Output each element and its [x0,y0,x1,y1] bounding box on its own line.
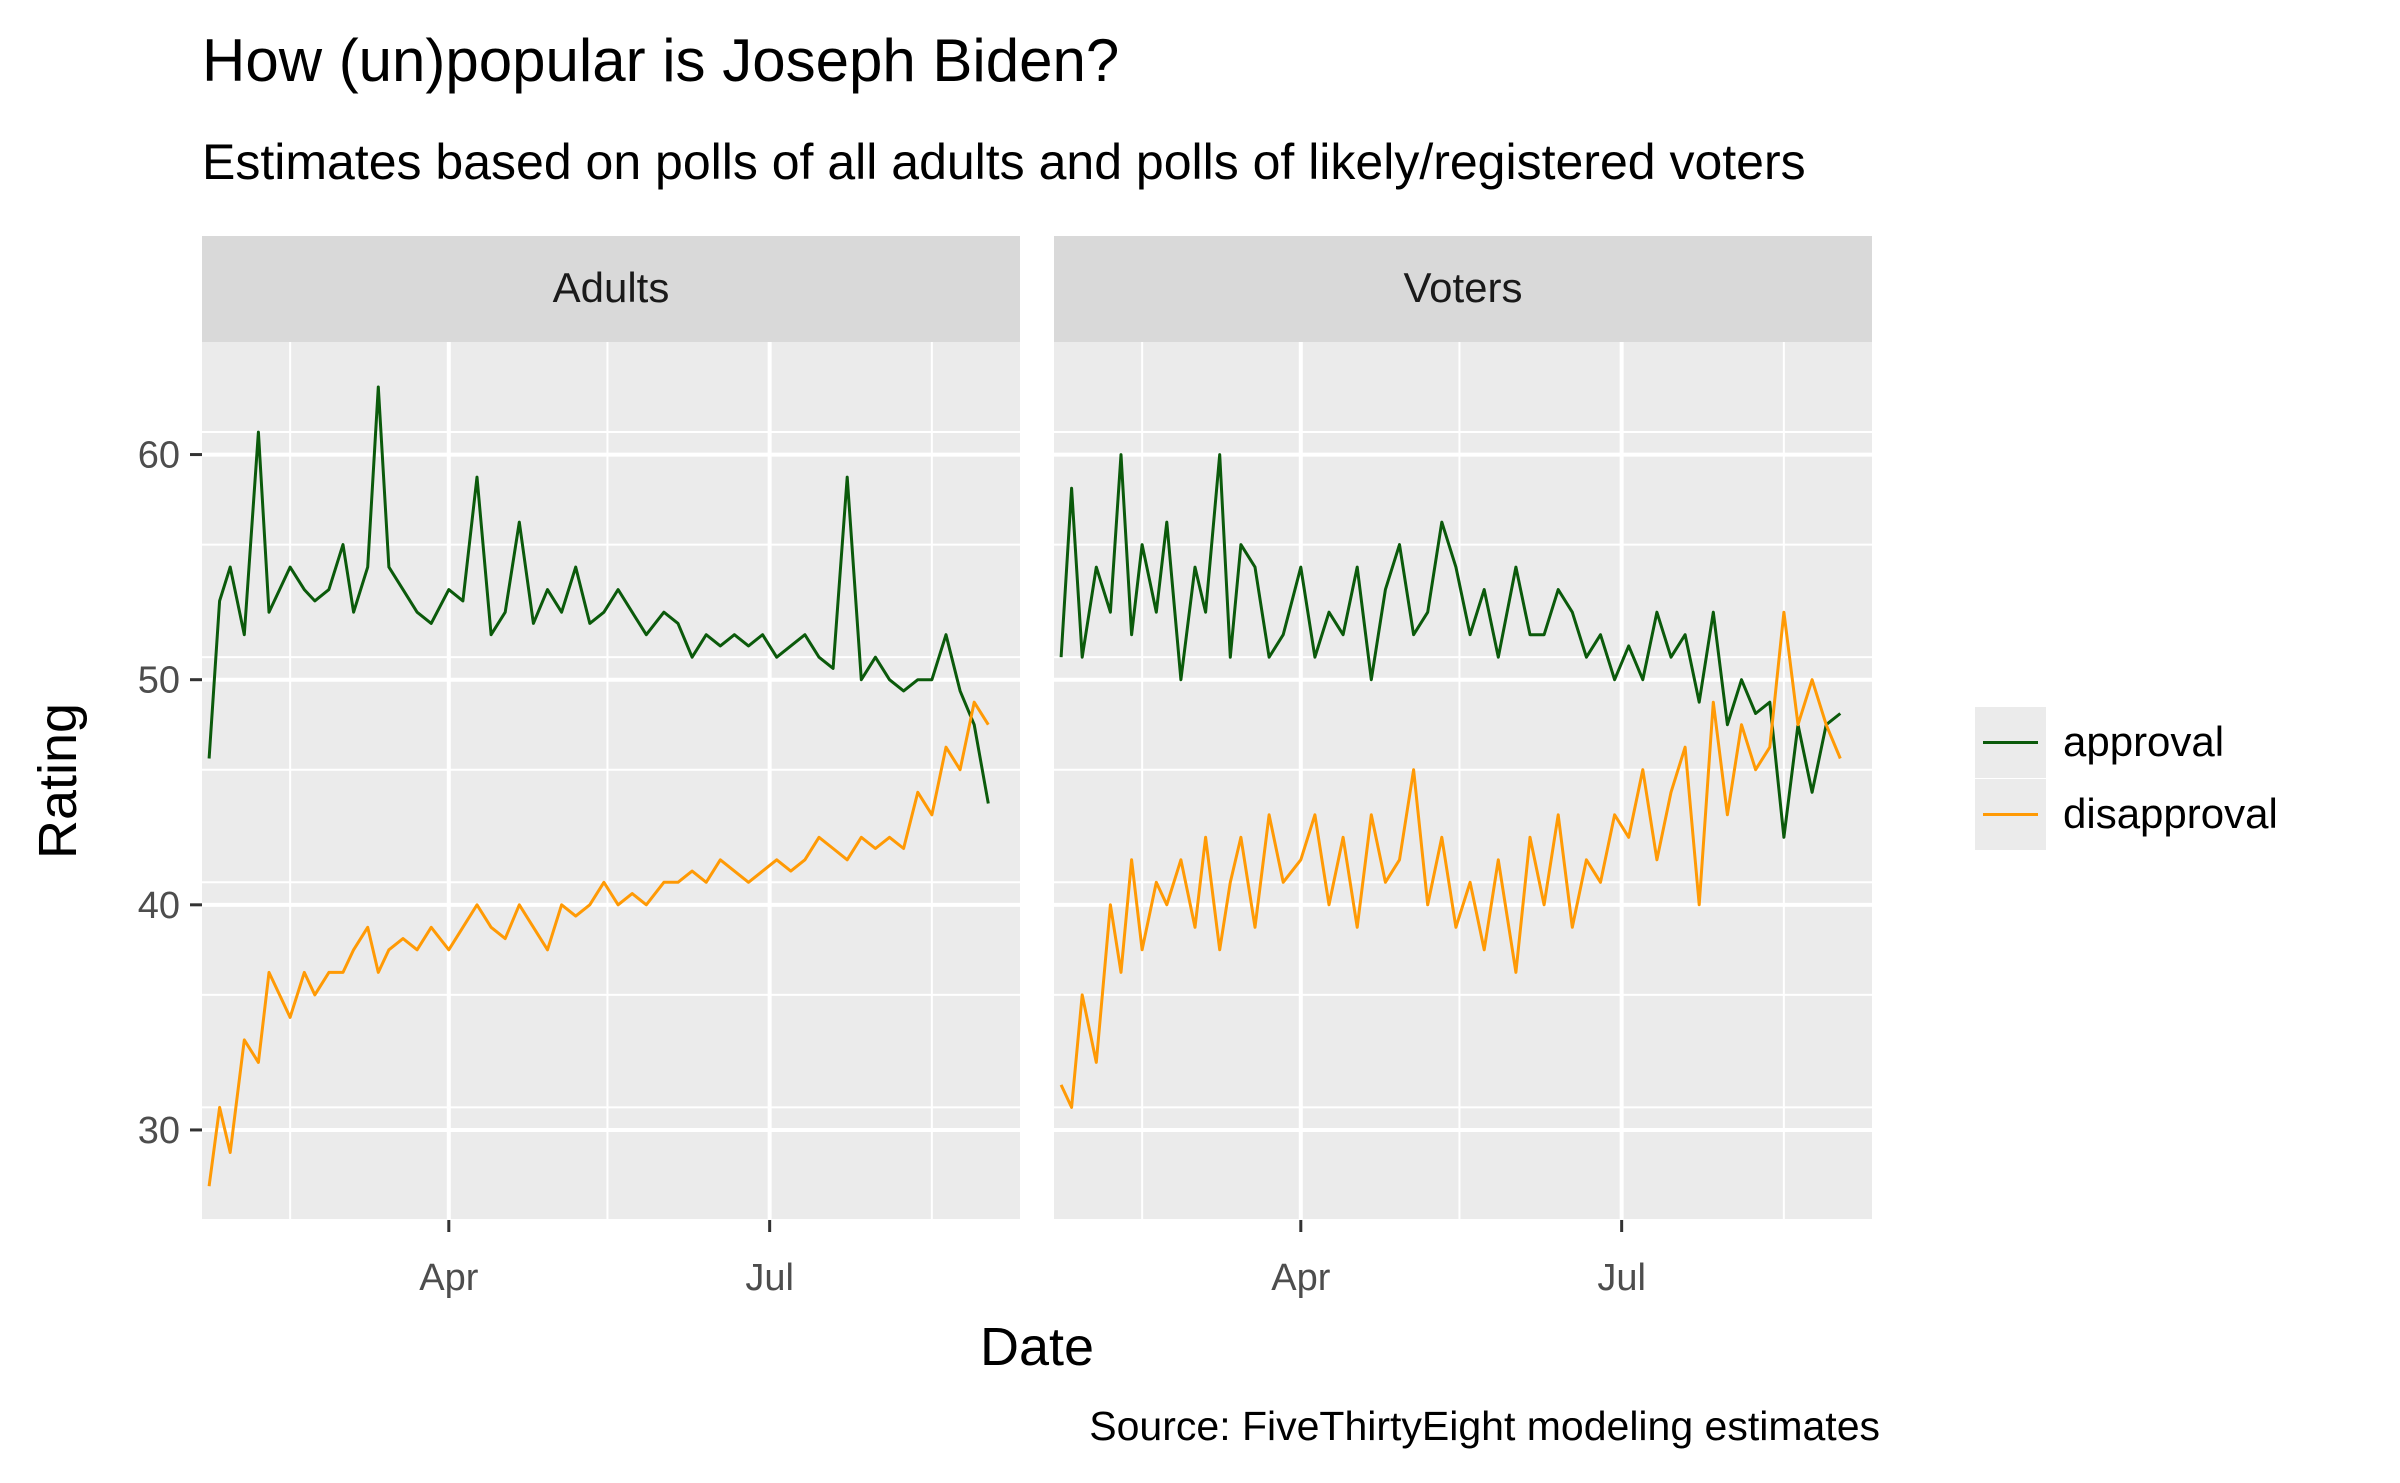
facet-label-voters: Voters [1403,264,1522,311]
x-tick-label-voters: Jul [1597,1257,1646,1299]
chart-subtitle: Estimates based on polls of all adults a… [202,134,1806,190]
y-tick-label: 40 [138,885,180,927]
legend-key-disapproval [1975,778,2046,850]
series-line-disapproval-adults [207,700,990,1187]
facet-strip-adults [202,236,1020,342]
legend-key-approval [1975,706,2046,778]
legend-item-approval: approval [1975,706,2278,778]
x-tick-label-voters: Apr [1271,1257,1330,1299]
legend-label-disapproval: disapproval [2063,790,2278,837]
x-tick-label-adults: Jul [745,1257,794,1299]
series-line-approval-voters [1059,453,1842,839]
series-line-approval-adults [207,385,990,804]
facet-strip-voters [1054,236,1872,342]
legend-label-approval: approval [2063,718,2225,765]
y-tick-label: 60 [138,435,180,477]
y-axis-title: Rating [28,703,88,859]
x-tick-label-adults: Apr [419,1257,478,1299]
chart-caption: Source: FiveThirtyEight modeling estimat… [1089,1403,1880,1449]
legend: approval disapproval [1975,706,2278,850]
legend-item-disapproval: disapproval [1975,778,2278,850]
series-line-disapproval-voters [1059,610,1842,1109]
facet-label-adults: Adults [553,264,670,311]
panel-background-adults [202,342,1020,1220]
panel-background-voters [1054,342,1872,1220]
y-tick-label: 50 [138,660,180,702]
chart-title: How (un)popular is Joseph Biden? [202,27,1120,94]
x-axis-title: Date [980,1317,1094,1377]
y-tick-label: 30 [138,1110,180,1152]
